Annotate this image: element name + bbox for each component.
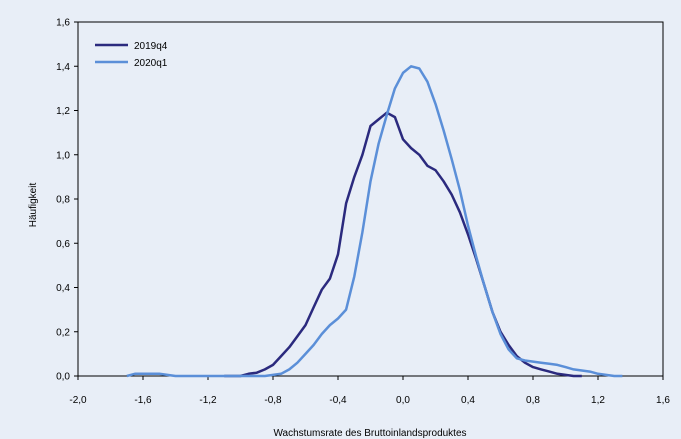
y-tick-label: 0,4 bbox=[56, 283, 70, 294]
x-tick-label: 0,0 bbox=[396, 395, 410, 406]
x-tick-label: 0,4 bbox=[461, 395, 475, 406]
plot-area bbox=[77, 21, 664, 377]
series-line-2020q1 bbox=[126, 65, 623, 378]
y-tick-label: 1,2 bbox=[56, 106, 70, 117]
y-tick-label: 1,0 bbox=[56, 150, 70, 161]
legend-label-2020q1: 2020q1 bbox=[134, 58, 168, 69]
x-tick-label: -0,4 bbox=[329, 395, 347, 406]
y-tick-label: 0,6 bbox=[56, 239, 70, 250]
y-tick-label: 1,4 bbox=[56, 62, 70, 73]
y-tick-label: 0,0 bbox=[56, 372, 70, 383]
series-lines bbox=[126, 65, 623, 378]
legend-label-2019q4: 2019q4 bbox=[134, 41, 168, 52]
axis-ticks: -2,0 -1,6 -1,2 -0,8 -0,4 0,0 0,4 0,8 1,2 1,6 0,0 0,… bbox=[56, 18, 670, 407]
legend: 2019q4 2020q1 bbox=[95, 41, 168, 69]
y-axis-title: Häufigkeit bbox=[28, 183, 39, 228]
y-tick-label: 0,2 bbox=[56, 327, 70, 338]
x-tick-label: 0,8 bbox=[526, 395, 540, 406]
x-axis-title: Wachstumsrate des Bruttoinlandsproduktes bbox=[273, 428, 466, 439]
x-tick-label: -2,0 bbox=[69, 395, 87, 406]
x-tick-label: 1,6 bbox=[656, 395, 670, 406]
series-line-2019q4 bbox=[224, 111, 582, 378]
y-tick-label: 0,8 bbox=[56, 195, 70, 206]
y-tick-label: 1,6 bbox=[56, 18, 70, 29]
x-tick-label: -1,2 bbox=[199, 395, 217, 406]
x-tick-label: -0,8 bbox=[264, 395, 282, 406]
x-tick-label: -1,6 bbox=[134, 395, 152, 406]
x-tick-label: 1,2 bbox=[591, 395, 605, 406]
